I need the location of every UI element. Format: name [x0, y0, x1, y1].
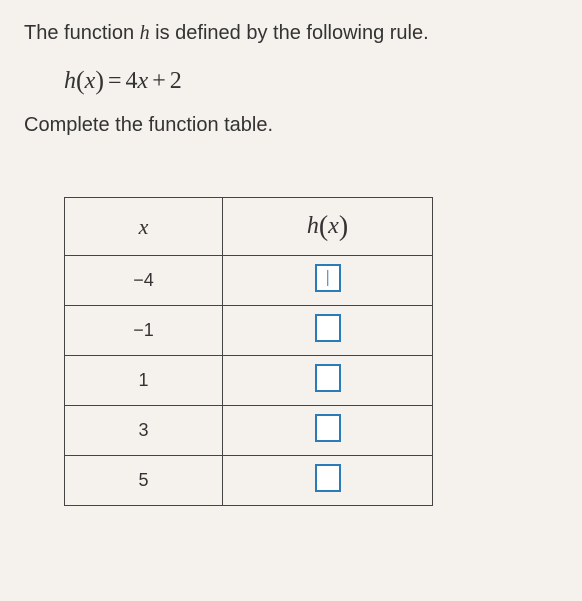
table-cell-x: 5: [65, 456, 223, 506]
table-cell-x: −4: [65, 256, 223, 306]
table-cell-x: 1: [65, 356, 223, 406]
table-cell-x: 3: [65, 406, 223, 456]
answer-input[interactable]: [315, 364, 341, 392]
table-row: −4: [65, 256, 433, 306]
table-header-x: x: [65, 198, 223, 256]
header-hx-func: h: [307, 213, 319, 239]
table-cell-hx: [223, 456, 433, 506]
table-row: −1: [65, 306, 433, 356]
x-value: −1: [133, 320, 154, 340]
x-value: −4: [133, 270, 154, 290]
function-table: x h(x) −4 −1 1 3 5: [64, 197, 433, 506]
eq-equals: =: [108, 68, 122, 94]
eq-rhs-var: x: [138, 68, 149, 94]
table-header-row: x h(x): [65, 198, 433, 256]
eq-plus: +: [152, 68, 166, 94]
prompt-prefix: The function: [24, 22, 140, 44]
header-x-label: x: [139, 214, 149, 239]
eq-close-paren: ): [95, 66, 104, 95]
table-cell-hx: [223, 406, 433, 456]
answer-input[interactable]: [315, 464, 341, 492]
table-cell-hx: [223, 256, 433, 306]
table-cell-x: −1: [65, 306, 223, 356]
x-value: 1: [138, 370, 148, 390]
function-equation: h(x)=4x+2: [64, 66, 558, 96]
header-hx-open: (: [319, 211, 328, 242]
eq-coef: 4: [126, 68, 138, 94]
header-hx-close: ): [339, 211, 348, 242]
x-value: 3: [138, 420, 148, 440]
table-cell-hx: [223, 356, 433, 406]
table-body: −4 −1 1 3 5: [65, 256, 433, 506]
prompt-suffix: is defined by the following rule.: [150, 22, 429, 44]
header-hx-var: x: [328, 213, 339, 239]
eq-var: x: [85, 68, 96, 94]
instruction-text: Complete the function table.: [24, 114, 558, 137]
eq-func: h: [64, 68, 76, 94]
table-row: 1: [65, 356, 433, 406]
answer-input[interactable]: [315, 314, 341, 342]
eq-const: 2: [170, 68, 182, 94]
table-cell-hx: [223, 306, 433, 356]
answer-input[interactable]: [315, 264, 341, 292]
x-value: 5: [138, 470, 148, 490]
prompt-line1: The function h is defined by the followi…: [24, 18, 558, 48]
table-row: 3: [65, 406, 433, 456]
table-row: 5: [65, 456, 433, 506]
table-header-hx: h(x): [223, 198, 433, 256]
eq-open-paren: (: [76, 66, 85, 95]
answer-input[interactable]: [315, 414, 341, 442]
prompt-func-name: h: [140, 22, 150, 44]
